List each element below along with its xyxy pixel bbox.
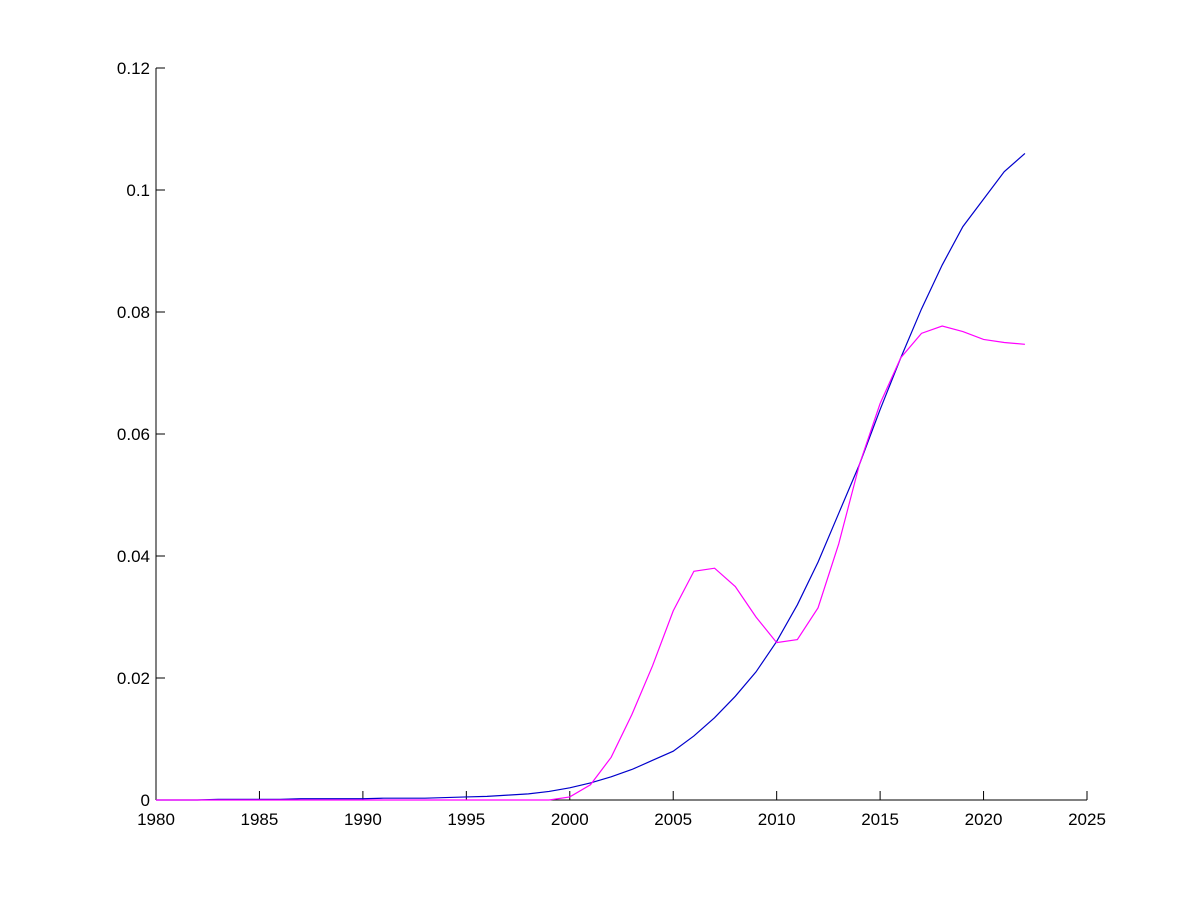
x-tick-label: 1995 [447,810,485,829]
x-tick-label: 2025 [1068,810,1106,829]
y-tick-label: 0.02 [117,669,150,688]
x-tick-label: 1985 [241,810,279,829]
line [156,325,1025,801]
y-tick-label: 0.1 [126,181,150,200]
y-tick-label: 0.04 [117,547,150,566]
x-tick-label: 2000 [551,810,589,829]
y-tick-label: 0 [141,791,150,810]
x-tick-label: 2010 [758,810,796,829]
x-tick-label: 1980 [137,810,175,829]
y-tick-label: 0.12 [117,59,150,78]
y-tick-label: 0.06 [117,425,150,444]
x-tick-label: 2020 [965,810,1003,829]
line [156,152,1026,801]
y-tick-label: 0.08 [117,303,150,322]
x-tick-label: 2005 [654,810,692,829]
x-tick-label: 2015 [861,810,899,829]
x-tick-label: 1990 [344,810,382,829]
